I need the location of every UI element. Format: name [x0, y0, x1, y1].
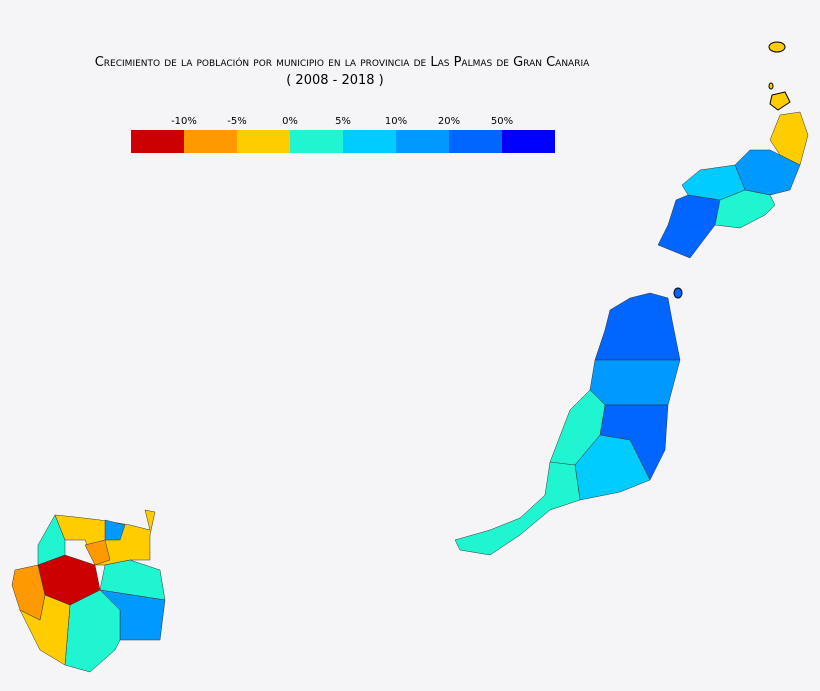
municipality	[37, 514, 66, 566]
legend-label: 10%	[385, 116, 407, 127]
legend-swatch	[290, 130, 343, 153]
islet	[673, 287, 683, 299]
legend-label: 50%	[491, 116, 513, 127]
legend-swatch	[343, 130, 396, 153]
municipality	[64, 589, 121, 673]
islet	[768, 41, 786, 53]
legend-swatch	[502, 130, 555, 153]
legend-label: -10%	[171, 116, 197, 127]
legend-label: 20%	[438, 116, 460, 127]
islet	[769, 91, 791, 111]
fuerteventura	[454, 287, 683, 556]
municipality	[84, 539, 111, 566]
municipality	[37, 554, 101, 606]
legend-swatch	[396, 130, 449, 153]
legend-swatch	[237, 130, 290, 153]
legend-label: 0%	[282, 116, 298, 127]
municipality	[454, 461, 581, 556]
legend-label: -5%	[227, 116, 246, 127]
map-subtitle: ( 2008 - 2018 )	[286, 73, 384, 88]
legend-swatch	[131, 130, 184, 153]
municipality	[104, 519, 126, 541]
islet	[768, 82, 774, 90]
gran-canaria	[11, 509, 166, 673]
legend-swatch	[184, 130, 237, 153]
municipality	[594, 292, 681, 361]
municipality	[589, 359, 681, 406]
legend-swatch	[449, 130, 502, 153]
map-title: Crecimiento de la población por municipi…	[95, 55, 590, 70]
legend: -10% -5% 0% 5% 10% 20% 50%	[131, 116, 555, 153]
municipality	[714, 189, 776, 229]
lanzarote	[657, 41, 809, 259]
municipality	[657, 194, 721, 259]
legend-label: 5%	[335, 116, 351, 127]
